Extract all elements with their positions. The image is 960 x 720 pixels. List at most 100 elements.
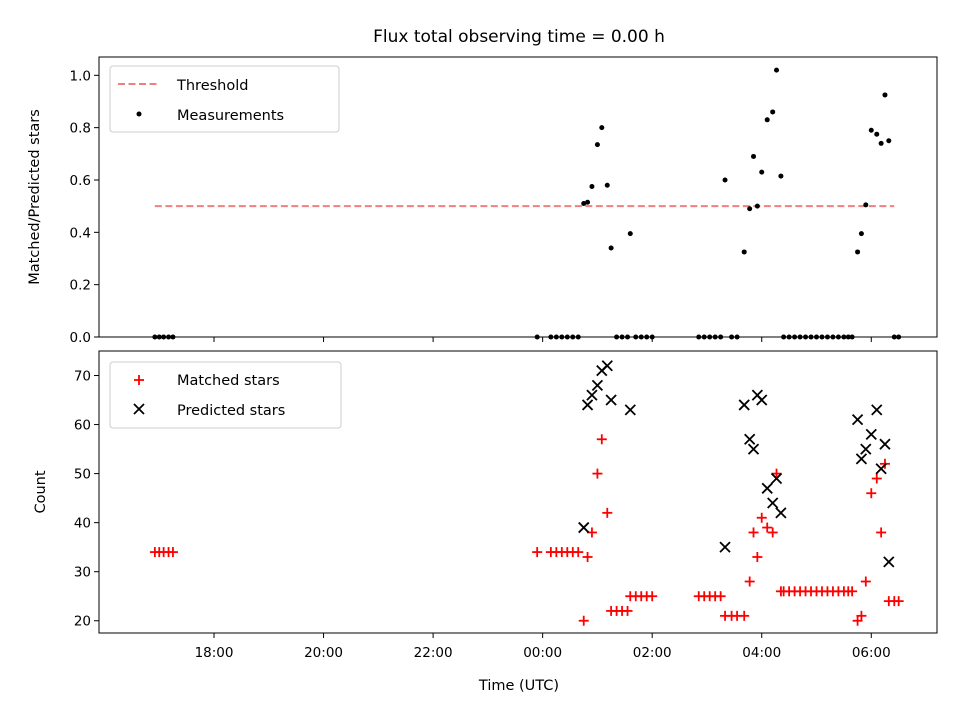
measurement-point bbox=[886, 138, 892, 144]
legend-matched-marker bbox=[134, 375, 144, 385]
predicted-point bbox=[624, 404, 636, 416]
top-y-tick-label: 0.6 bbox=[70, 173, 91, 189]
predicted-point bbox=[875, 463, 887, 475]
measurement-point bbox=[741, 249, 747, 255]
predicted-point bbox=[578, 521, 590, 534]
predicted-point bbox=[591, 379, 604, 391]
measurement-point bbox=[863, 202, 869, 208]
bottom-y-ticks: 20 30 40 50 60 70 bbox=[74, 369, 99, 630]
measurement-point bbox=[599, 125, 605, 131]
x-tick-label: 00:00 bbox=[523, 645, 562, 661]
predicted-point bbox=[719, 541, 731, 553]
measurement-point bbox=[747, 206, 753, 212]
x-tick-label: 18:00 bbox=[195, 645, 234, 661]
matched-point bbox=[167, 547, 178, 558]
predicted-point bbox=[605, 394, 617, 406]
matched-point bbox=[871, 473, 882, 484]
predicted-point bbox=[883, 556, 895, 568]
matched-point bbox=[573, 547, 584, 558]
measurement-point bbox=[770, 109, 776, 115]
measurement-point bbox=[882, 92, 888, 98]
predicted-point bbox=[744, 433, 756, 445]
predicted-point bbox=[601, 360, 613, 372]
predicted-point bbox=[747, 443, 760, 455]
matched-point bbox=[847, 586, 858, 597]
measurement-point bbox=[722, 177, 728, 183]
measurement-point bbox=[627, 231, 633, 237]
predicted-point bbox=[586, 389, 598, 401]
measurement-point bbox=[759, 169, 765, 175]
matched-point bbox=[762, 522, 773, 533]
top-y-axis-label: Matched/Predicted stars bbox=[27, 109, 43, 285]
matched-point bbox=[715, 591, 726, 602]
top-y-tick-label: 0.8 bbox=[70, 121, 91, 137]
x-tick-label: 02:00 bbox=[633, 645, 672, 661]
bottom-y-tick-label: 60 bbox=[74, 418, 91, 434]
top-plot-frame bbox=[98, 56, 938, 338]
matched-point bbox=[866, 488, 877, 499]
matched-point bbox=[752, 551, 763, 562]
top-legend-box bbox=[109, 65, 340, 133]
legend-threshold-label: Threshold bbox=[176, 78, 248, 94]
predicted-point bbox=[770, 472, 783, 485]
top-y-tick-label: 0.0 bbox=[70, 330, 91, 346]
top-y-ticks: 0.0 0.2 0.4 0.6 0.8 1.0 bbox=[70, 68, 99, 346]
measurement-point bbox=[868, 127, 874, 133]
measurement-point bbox=[764, 117, 770, 123]
measurement-point bbox=[751, 153, 757, 159]
matched-point bbox=[592, 468, 603, 479]
top-y-tick-label: 0.2 bbox=[70, 278, 91, 294]
bottom-panel: 20 30 40 50 60 70 18:00 20:00 22:00 00:00 02:00 04… bbox=[33, 350, 938, 694]
measurement-point bbox=[589, 184, 595, 190]
matched-point bbox=[860, 576, 871, 587]
predicted-point bbox=[767, 497, 779, 509]
predicted-point bbox=[761, 482, 773, 494]
matched-point bbox=[893, 596, 904, 607]
predicted-point bbox=[738, 399, 750, 411]
measurement-point bbox=[878, 140, 884, 146]
matched-point bbox=[602, 507, 613, 518]
bottom-x-ticks: 18:00 20:00 22:00 00:00 02:00 04:00 06:00 bbox=[195, 633, 891, 661]
predicted-point bbox=[871, 404, 883, 416]
matched-point bbox=[856, 610, 867, 621]
legend-predicted-label: Predicted stars bbox=[177, 403, 285, 419]
top-marks bbox=[152, 67, 902, 340]
predicted-point bbox=[855, 453, 868, 465]
top-panel: 0.0 0.2 0.4 0.6 0.8 1.0 Matched/Predicted sta… bbox=[27, 56, 938, 346]
legend-matched-label: Matched stars bbox=[177, 373, 280, 389]
bottom-y-tick-label: 50 bbox=[74, 467, 91, 483]
x-tick-label: 20:00 bbox=[304, 645, 343, 661]
matched-point bbox=[647, 591, 658, 602]
x-tick-label: 06:00 bbox=[852, 645, 891, 661]
matched-point bbox=[532, 547, 543, 558]
x-tick-label: 22:00 bbox=[414, 645, 453, 661]
legend-predicted-marker bbox=[133, 403, 145, 415]
bottom-plot-frame bbox=[98, 350, 938, 634]
matched-point bbox=[767, 527, 778, 538]
matched-point bbox=[748, 527, 759, 538]
x-axis-label: Time (UTC) bbox=[478, 678, 559, 694]
matched-point bbox=[622, 605, 633, 616]
matched-point bbox=[876, 527, 887, 538]
predicted-point bbox=[851, 414, 864, 426]
matched-point bbox=[756, 512, 767, 523]
matched-point bbox=[771, 468, 782, 479]
measurement-point bbox=[858, 231, 864, 237]
bottom-marks bbox=[149, 360, 904, 626]
bottom-y-tick-label: 70 bbox=[74, 369, 91, 385]
predicted-point bbox=[581, 399, 594, 411]
measurement-point bbox=[778, 173, 784, 179]
measurement-point bbox=[604, 182, 610, 188]
top-y-tick-label: 0.4 bbox=[70, 225, 91, 241]
predicted-point bbox=[860, 443, 872, 455]
x-tick-label: 04:00 bbox=[742, 645, 781, 661]
bottom-legend: Matched stars Predicted stars bbox=[109, 361, 342, 429]
predicted-point bbox=[775, 507, 787, 519]
top-x-ticks bbox=[213, 337, 872, 342]
bottom-legend-box bbox=[109, 361, 342, 429]
legend-measurements-marker bbox=[136, 111, 142, 117]
matched-point bbox=[578, 615, 589, 626]
legend-measurements-label: Measurements bbox=[177, 108, 284, 124]
bottom-y-tick-label: 20 bbox=[74, 614, 91, 630]
